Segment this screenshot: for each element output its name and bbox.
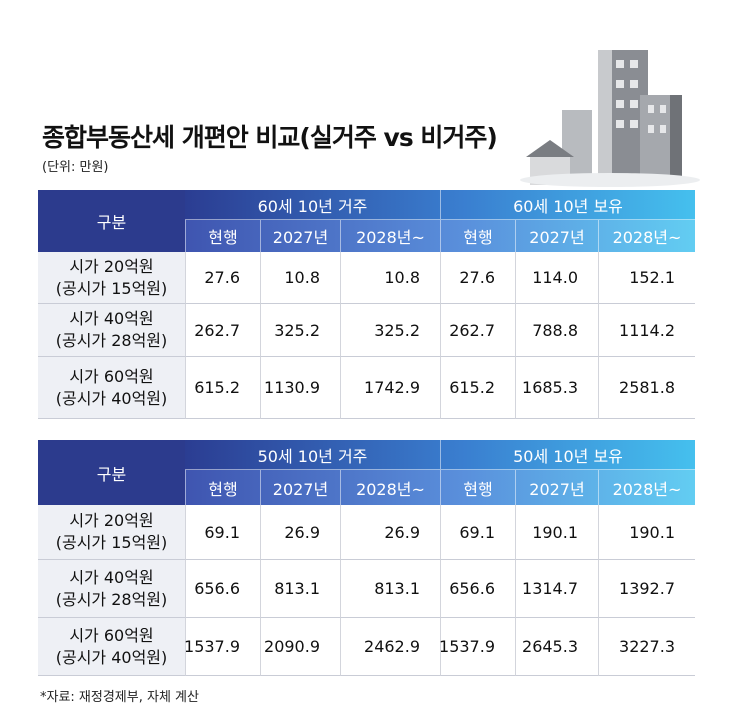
- table-cell: 2581.8: [598, 357, 695, 419]
- table-cell: 2462.9: [340, 618, 440, 676]
- row-label-line: (공시가 15억원): [55, 278, 168, 298]
- table-cell: 69.1: [185, 505, 260, 560]
- corner-cell: 구분: [38, 440, 185, 505]
- table-cell: 2645.3: [515, 618, 598, 676]
- table-cell: 325.2: [260, 304, 340, 357]
- table-cell: 656.6: [440, 560, 515, 618]
- row-label-line: 시가 60억원: [69, 625, 154, 645]
- row-label: 시가 60억원 (공시가 40억원): [38, 618, 185, 676]
- row-label: 시가 20억원 (공시가 15억원): [38, 252, 185, 304]
- table-cell: 615.2: [185, 357, 260, 419]
- column-header: 현행: [185, 220, 260, 252]
- table-cell: 1537.9: [184, 618, 260, 676]
- table-cell: 190.1: [515, 505, 598, 560]
- row-label-line: 시가 20억원: [69, 256, 154, 276]
- column-header: 2028년~: [598, 470, 695, 505]
- column-header: 2027년: [260, 220, 340, 252]
- unit-note: (단위: 만원): [42, 160, 109, 175]
- table-cell: 114.0: [515, 252, 598, 304]
- group-header: 50세 10년 보유: [440, 440, 695, 470]
- table-cell: 1392.7: [598, 560, 695, 618]
- row-label-line: 시가 40억원: [69, 567, 154, 587]
- table-cell: 152.1: [598, 252, 695, 304]
- table-cell: 10.8: [340, 252, 440, 304]
- buildings-illustration: [520, 50, 700, 187]
- table-cell: 788.8: [515, 304, 598, 357]
- row-label-line: (공시가 28억원): [55, 589, 168, 609]
- table-cell: 190.1: [598, 505, 695, 560]
- table-cell: 27.6: [440, 252, 515, 304]
- table-cell: 262.7: [185, 304, 260, 357]
- table-cell: 1130.9: [260, 357, 340, 419]
- column-header: 2027년: [515, 470, 598, 505]
- column-header: 현행: [440, 220, 515, 252]
- group-header: 50세 10년 거주: [185, 440, 440, 470]
- column-header: 2028년~: [340, 470, 440, 505]
- table-cell: 1537.9: [439, 618, 515, 676]
- row-label-line: 시가 60억원: [69, 366, 154, 386]
- table-cell: 69.1: [440, 505, 515, 560]
- column-header: 2028년~: [598, 220, 695, 252]
- group-header: 60세 10년 거주: [185, 190, 440, 220]
- table-cell: 615.2: [440, 357, 515, 419]
- table-cell: 1742.9: [340, 357, 440, 419]
- table-cell: 656.6: [185, 560, 260, 618]
- row-label-line: 시가 20억원: [69, 511, 154, 530]
- table-cell: 325.2: [340, 304, 440, 357]
- table-cell: 1314.7: [515, 560, 598, 618]
- source-note: *자료: 재정경제부, 자체 계산: [40, 690, 199, 705]
- table-cell: 262.7: [440, 304, 515, 357]
- corner-cell: 구분: [38, 190, 185, 252]
- row-label: 시가 40억원 (공시가 28억원): [38, 560, 185, 618]
- table-cell: 26.9: [260, 505, 340, 560]
- column-header: 2028년~: [340, 220, 440, 252]
- table-cell: 813.1: [260, 560, 340, 618]
- table-cell: 1685.3: [515, 357, 598, 419]
- row-label: 시가 60억원 (공시가 40억원): [38, 357, 185, 419]
- table-cell: 2090.9: [260, 618, 340, 676]
- column-header: 현행: [185, 470, 260, 505]
- table-cell: 813.1: [340, 560, 440, 618]
- title: 종합부동산세 개편안 비교(실거주 vs 비거주): [42, 123, 498, 152]
- table-cell: 10.8: [260, 252, 340, 304]
- table-cell: 1114.2: [598, 304, 695, 357]
- group-header: 60세 10년 보유: [440, 190, 695, 220]
- row-label-line: 시가 40억원: [69, 309, 154, 328]
- row-label-line: (공시가 40억원): [55, 388, 168, 408]
- row-label: 시가 40억원 (공시가 28억원): [38, 304, 185, 357]
- row-label-line: (공시가 28억원): [55, 331, 168, 350]
- column-header: 2027년: [260, 470, 340, 505]
- row-label: 시가 20억원 (공시가 15억원): [38, 505, 185, 560]
- table-cell: 27.6: [185, 252, 260, 304]
- table-cell: 26.9: [340, 505, 440, 560]
- row-label-line: (공시가 15억원): [55, 533, 168, 552]
- table-cell: 3227.3: [598, 618, 695, 676]
- row-label-line: (공시가 40억원): [55, 647, 168, 667]
- column-header: 2027년: [515, 220, 598, 252]
- column-header: 현행: [440, 470, 515, 505]
